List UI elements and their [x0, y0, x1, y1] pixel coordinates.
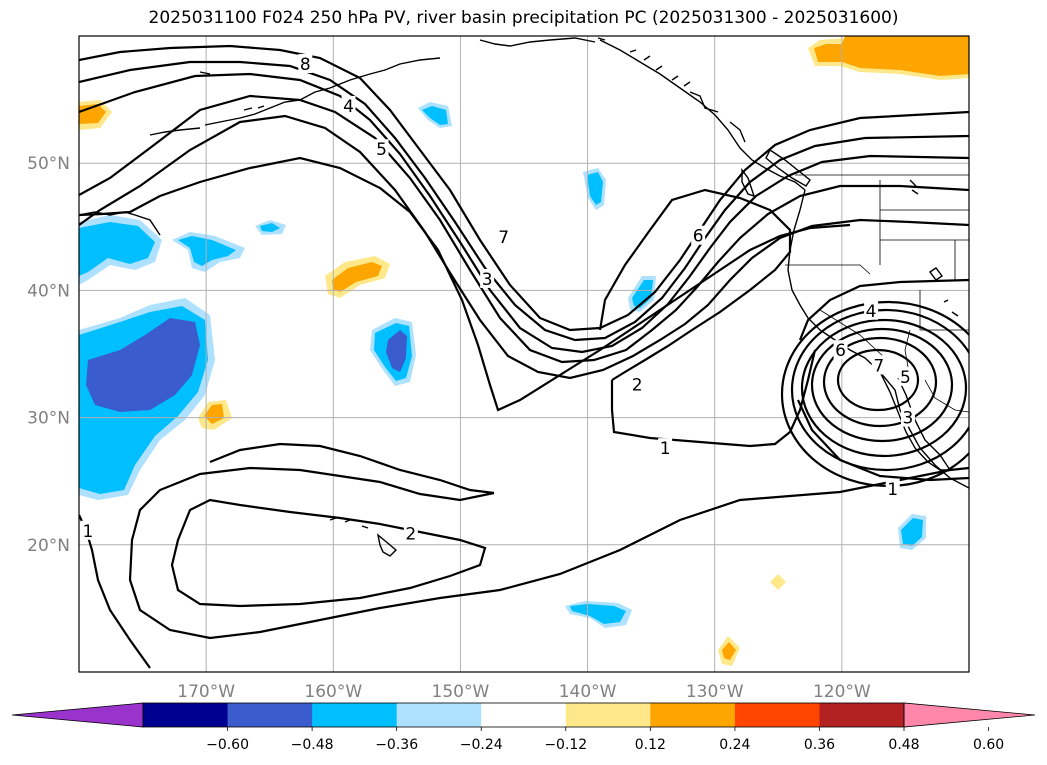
colorbar-segment	[734, 703, 820, 727]
contour-label: 1	[887, 480, 898, 500]
contour-label-bg	[496, 226, 511, 246]
contour-label-bg	[658, 438, 673, 458]
contour-label-bg	[871, 355, 886, 375]
colorbar-extend-max	[903, 702, 1036, 728]
precip-region-neg-7-inner	[632, 280, 653, 308]
y-tick-label: 50°N	[27, 154, 70, 174]
chart-title: 2025031100 F024 250 hPa PV, river basin …	[148, 8, 899, 28]
contour-label: 6	[835, 341, 846, 361]
x-tick-label: 130°W	[686, 682, 744, 702]
precip-region-neg-4-inner	[260, 223, 280, 232]
contour-label: 5	[376, 140, 387, 160]
x-tick-label: 120°W	[813, 682, 871, 702]
contour-label: 6	[693, 227, 704, 247]
contour-label-bg	[480, 268, 495, 288]
precip-region-neg-5-core	[386, 330, 407, 372]
precip-region-neg-9-inner	[570, 604, 626, 624]
x-tick-label: 140°W	[559, 682, 617, 702]
y-tick-label: 30°N	[27, 409, 70, 429]
precip-region-neg-1-core	[86, 318, 200, 412]
colorbar-tick-label: −0.24	[460, 737, 503, 753]
contour-label-bg	[900, 407, 915, 427]
precip-region-pos-1-inner	[332, 262, 382, 292]
contour-label-bg	[341, 95, 356, 115]
colorbar-segment	[143, 703, 229, 727]
colorbar-tick-label: −0.60	[206, 737, 249, 753]
contour-label-bg	[691, 225, 706, 245]
pv-contours	[79, 44, 969, 669]
colorbar-segment	[396, 703, 482, 727]
contour-label-bg	[898, 366, 913, 386]
colorbar-segment	[227, 703, 313, 727]
x-axis-tick-labels: 170°W 160°W 150°W 140°W 130°W 120°W	[177, 682, 871, 702]
colorbar-tick-label: 0.24	[719, 737, 750, 753]
precip-region-pos-5-inner	[722, 642, 736, 660]
colorbar-extend-min	[11, 702, 144, 728]
contour-label: 4	[343, 97, 354, 117]
contour-label-bg	[298, 53, 313, 73]
colorbar-outline	[142, 702, 905, 728]
colorbar-tick-label: −0.48	[291, 737, 334, 753]
contour-label: 3	[903, 409, 914, 429]
contour-label: 2	[632, 376, 643, 396]
contour-label: 4	[866, 302, 877, 322]
colorbar-segment	[819, 703, 905, 727]
colorbar-segment	[650, 703, 736, 727]
contour-label: 5	[900, 368, 911, 388]
colorbar-segment	[565, 703, 651, 727]
contour-label: 3	[482, 270, 493, 290]
colorbar-tick-label: −0.12	[544, 737, 587, 753]
colorbar-tick-label: 0.48	[888, 737, 919, 753]
y-axis-tick-labels: 20°N 30°N 40°N 50°N	[27, 154, 70, 556]
contour-label-bg	[80, 520, 95, 540]
contour-label-bg	[630, 374, 645, 394]
x-tick-label: 160°W	[304, 682, 362, 702]
y-tick-label: 20°N	[27, 536, 70, 556]
colorbar-segment	[312, 703, 398, 727]
precip-region-neg-3-inner	[178, 236, 236, 266]
precip-region-pos-6	[770, 574, 786, 590]
precip-region-pos-3-inner	[814, 36, 969, 76]
contour-label: 7	[873, 356, 884, 376]
map-frame	[78, 35, 970, 673]
contour-label-bg	[885, 478, 900, 498]
y-tick-label: 40°N	[27, 281, 70, 301]
precip-region-neg-8-inner	[422, 106, 448, 125]
contour-label-bg	[374, 139, 389, 159]
contour-label: 2	[405, 524, 416, 544]
precip-region-neg-10-inner	[901, 518, 923, 546]
colorbar-tick-label: 0.12	[635, 737, 666, 753]
colorbar: −0.60 −0.48 −0.36 −0.24 −0.12 0.12 0.24 0.36 0.4…	[11, 702, 1036, 753]
colorbar-segment	[481, 703, 567, 727]
x-tick-label: 150°W	[432, 682, 490, 702]
precip-region-neg-2-inner	[79, 222, 155, 276]
contour-label-bg	[403, 523, 418, 543]
precip-shading	[79, 36, 969, 666]
colorbar-tick-label: 0.36	[804, 737, 835, 753]
colorbar-tick-label: 0.60	[973, 737, 1004, 753]
precip-region-pos-2-inner	[204, 404, 224, 424]
x-tick-label: 170°W	[177, 682, 235, 702]
contour-label-bg	[833, 340, 848, 360]
contour-label: 1	[660, 439, 671, 459]
contour-label-bg	[864, 300, 879, 320]
contour-label: 7	[498, 228, 509, 248]
contour-label: 8	[300, 55, 311, 75]
precip-region-neg-6-inner	[587, 172, 603, 205]
contour-label: 1	[82, 522, 93, 542]
colorbar-tick-label: −0.36	[375, 737, 418, 753]
